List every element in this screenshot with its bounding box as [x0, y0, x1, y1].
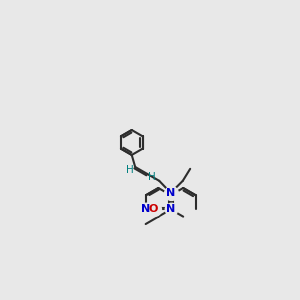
Text: N: N — [166, 205, 176, 214]
Text: O: O — [148, 205, 158, 214]
Text: H: H — [126, 165, 134, 175]
Text: H: H — [148, 172, 156, 182]
Text: N: N — [166, 188, 176, 198]
Text: N: N — [141, 205, 151, 214]
